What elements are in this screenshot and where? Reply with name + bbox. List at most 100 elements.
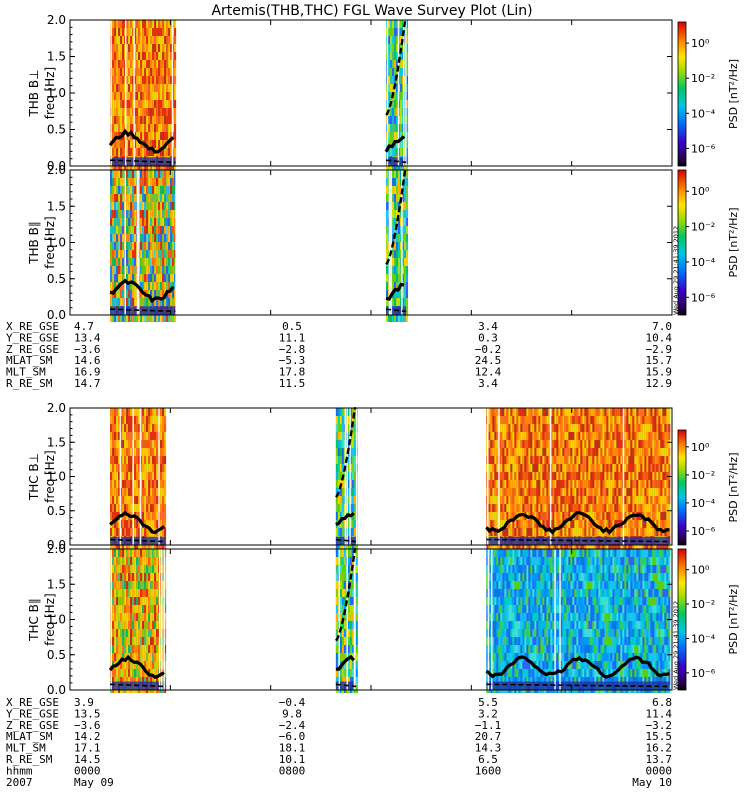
gyro-trace — [335, 512, 355, 527]
y-tick-label: 1.5 — [47, 577, 66, 591]
ephem-value: 12.4 — [475, 366, 502, 379]
ephem-row-label: Z_RE_GSE — [6, 343, 59, 356]
spectrogram-segment — [384, 18, 409, 172]
y-axis-label: THB B∥ — [27, 221, 41, 265]
harmonic-trace — [110, 159, 176, 164]
plot-title: Artemis(THB,THC) FGL Wave Survey Plot (L… — [211, 3, 532, 19]
colorbar-tick-label: 10⁰ — [691, 441, 710, 454]
spectrogram-segment — [108, 549, 167, 693]
thb-ephemeris-table: X_RE_GSE 4.7 0.5 3.4 7.0 Y_RE_GSE 13.4 11.1 0.3 1… — [6, 320, 672, 390]
colorbar-tick-label: 10⁰ — [691, 37, 710, 50]
ephem-value: 3.9 — [74, 696, 94, 709]
spectrogram-segment — [485, 408, 671, 552]
ephem-value: 14.5 — [74, 753, 101, 766]
cyclotron-trace — [385, 18, 407, 116]
ephem-value: 13.4 — [74, 331, 101, 344]
ephem-row-label: Y_RE_GSE — [6, 707, 59, 720]
y-tick-label: 0.0 — [47, 683, 66, 697]
ephem-value: 10.1 — [279, 753, 306, 766]
y-tick-label: 1.0 — [47, 236, 66, 250]
ephem-value: 0.3 — [478, 331, 498, 344]
ephem-row-label: X_RE_GSE — [6, 320, 59, 333]
ephem-value: 15.9 — [646, 366, 673, 379]
colorbar-gradient — [677, 548, 687, 691]
harmonic-trace — [385, 308, 407, 313]
colorbar-gradient — [677, 21, 687, 167]
colorbar-label: PSD [nT²/Hz] — [727, 207, 740, 277]
gyro-trace — [384, 135, 406, 153]
ephem-value: 3.4 — [478, 320, 498, 333]
ephem-value: 11.1 — [279, 331, 306, 344]
y-tick-label: 0.5 — [47, 123, 66, 137]
colorbar-label: PSD [nT²/Hz] — [727, 452, 740, 522]
spectrogram-segment — [108, 20, 177, 172]
ephem-value: 10.4 — [646, 331, 673, 344]
harmonic-trace — [335, 538, 357, 543]
y-tick-label: 1.5 — [47, 50, 66, 64]
timestamp-stamp-2: Wed Aug 29 21:41:39 2012 — [672, 601, 680, 690]
harmonic-trace — [110, 538, 166, 543]
spectrogram-segment — [109, 170, 177, 322]
ephem-value: 17.1 — [74, 742, 101, 755]
ephem-value: 14.3 — [475, 742, 502, 755]
ephem-value: −3.6 — [74, 719, 101, 732]
panel-thc_bperp: 0.0 0.5 1.0 1.5 2.0 THC B⊥ freq [Hz] — [27, 401, 673, 552]
gyro-trace — [109, 510, 166, 535]
gyro-trace — [385, 282, 405, 301]
gyro-trace — [485, 655, 670, 679]
ephem-row-label: MLT_SM — [6, 742, 46, 755]
y-tick-label: 2.0 — [47, 13, 66, 27]
ephem-row-label: hhmm — [6, 764, 33, 777]
y-tick-label: 1.0 — [47, 613, 66, 627]
colorbar-label: PSD [nT²/Hz] — [727, 584, 740, 654]
y-tick-label: 0.0 — [47, 159, 66, 173]
spectrogram-segment — [335, 547, 358, 693]
ephem-row-label: MLT_SM — [6, 366, 46, 379]
colorbar-tick-label: 10⁻⁶ — [691, 291, 716, 304]
colorbar-tick-label: 10⁰ — [691, 564, 710, 577]
ephem-row-label: Z_RE_GSE — [6, 719, 59, 732]
spectrogram-segment — [485, 549, 671, 693]
ephem-value: 5.5 — [478, 696, 498, 709]
thc-ephemeris-table: X_RE_GSE 3.9 −0.4 5.5 6.8 Y_RE_GSE 13.5 9.8 3.2 1… — [6, 696, 672, 789]
ephem-value: 24.5 — [475, 354, 502, 367]
y-tick-label: 0.5 — [47, 272, 66, 286]
ephem-row-label: R_RE_SM — [6, 753, 53, 766]
harmonic-trace — [335, 683, 357, 688]
panel-thb_bperp: 0.0 0.5 1.0 1.5 2.0 THB B⊥ freq [Hz] — [27, 13, 673, 173]
ephem-value: 9.8 — [282, 707, 302, 720]
ephem-value: 15.5 — [646, 730, 673, 743]
gyro-trace — [335, 654, 356, 671]
y-tick-label: 1.5 — [47, 435, 66, 449]
ephem-value: −1.1 — [475, 719, 502, 732]
colorbar-tick-label: 10⁻² — [691, 72, 715, 85]
ephem-value: May 09 — [74, 776, 114, 789]
y-tick-label: 1.0 — [47, 470, 66, 484]
ephem-value: 14.2 — [74, 730, 101, 743]
panel-thc_bpar: 0.0 0.5 1.0 1.5 2.0 THC B∥ freq [Hz] — [27, 542, 673, 697]
harmonic-trace — [486, 538, 670, 543]
ephem-value: 14.7 — [74, 377, 101, 390]
panel-thb_bpar: 0.0 0.5 1.0 1.5 2.0 THB B∥ freq [Hz] — [27, 163, 673, 322]
ephem-value: −0.2 — [475, 343, 502, 356]
ephem-value: 11.4 — [646, 707, 673, 720]
colorbar-tick-label: 10⁻² — [691, 469, 715, 482]
gyro-trace — [108, 128, 175, 154]
ephem-value: 3.2 — [478, 707, 498, 720]
gyro-trace — [485, 511, 670, 535]
y-axis-label-units: freq [Hz] — [43, 216, 57, 268]
ephem-value: 13.5 — [74, 707, 101, 720]
ephem-value: −6.0 — [279, 730, 306, 743]
ephem-value: May 10 — [632, 776, 672, 789]
y-tick-label: 1.0 — [47, 86, 66, 100]
ephem-value: 1600 — [475, 764, 502, 777]
colorbar-tick-label: 10⁻² — [691, 221, 715, 234]
ephem-value: 20.7 — [475, 730, 502, 743]
gyro-trace — [109, 278, 175, 304]
ephem-value: 6.5 — [478, 753, 498, 766]
ephem-value: 17.8 — [279, 366, 306, 379]
ephem-row-label: MLAT_SM — [6, 354, 53, 367]
spectrogram-segment — [335, 406, 358, 552]
colorbar-tick-label: 10⁻⁶ — [691, 667, 716, 680]
y-tick-label: 0.0 — [47, 308, 66, 322]
